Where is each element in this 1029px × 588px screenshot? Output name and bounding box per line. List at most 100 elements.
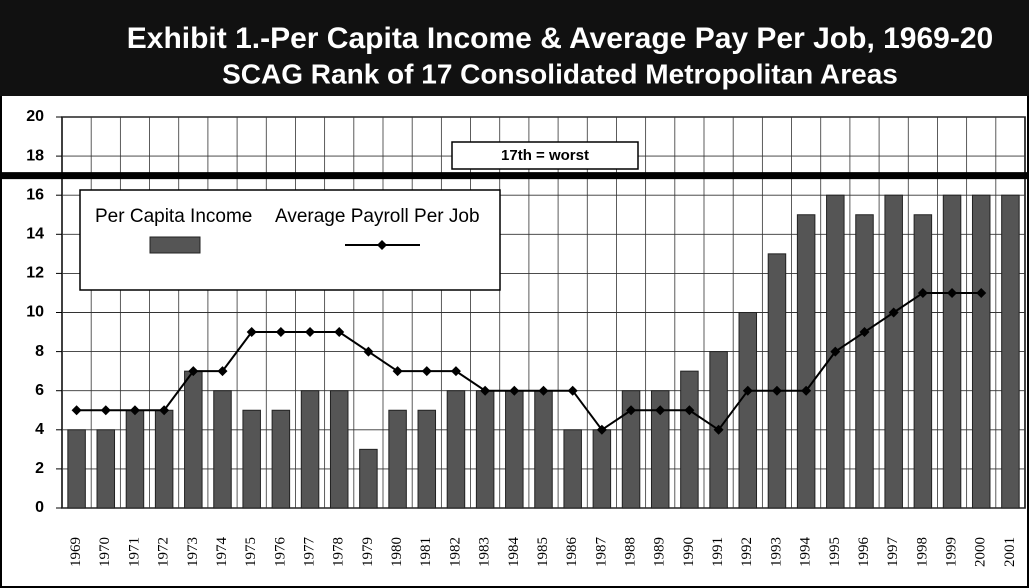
legend <box>79 189 501 291</box>
marker <box>363 346 374 357</box>
marker <box>684 405 695 416</box>
bar <box>271 409 291 509</box>
marker <box>771 385 782 396</box>
marker <box>888 307 899 318</box>
marker <box>421 366 432 377</box>
x-tick-label: 1981 <box>418 537 434 567</box>
marker <box>392 366 403 377</box>
marker <box>480 385 491 396</box>
legend-swatch <box>149 236 201 254</box>
line <box>76 291 982 432</box>
marker <box>801 385 812 396</box>
bar <box>534 390 553 509</box>
x-tick-label: 1989 <box>652 537 668 567</box>
bar <box>738 312 758 509</box>
x-tick-label: 1985 <box>535 537 551 567</box>
y-tick-label: 10 <box>26 304 44 321</box>
legend-label: Per Capita Income <box>95 206 252 227</box>
marker <box>567 385 578 396</box>
y-tick-label: 20 <box>26 108 44 125</box>
marker <box>742 385 753 396</box>
bar <box>884 194 903 509</box>
legend-marker <box>377 240 387 250</box>
x-tick-label: 1977 <box>301 537 317 568</box>
marker <box>100 405 111 416</box>
annotation: 17th = worst <box>501 147 589 164</box>
x-tick-label: 1991 <box>710 537 726 567</box>
y-tick-label: 12 <box>26 265 44 282</box>
marker <box>626 405 637 416</box>
bar <box>125 409 145 509</box>
y-tick-label: 4 <box>35 421 44 438</box>
x-tick-label: 2000 <box>973 537 989 567</box>
bar <box>913 214 933 509</box>
marker <box>947 287 958 298</box>
marker <box>334 327 345 338</box>
bar <box>329 390 349 509</box>
bar <box>1001 194 1020 509</box>
marker <box>71 405 82 416</box>
x-tick-label: 1994 <box>798 537 814 568</box>
x-tick-label: 1976 <box>272 537 288 568</box>
marker <box>713 424 724 435</box>
marker <box>159 405 170 416</box>
y-tick-label: 16 <box>26 186 44 203</box>
x-tick-label: 1999 <box>943 537 959 567</box>
x-tick-label: 2001 <box>1002 537 1018 567</box>
bar <box>446 390 466 509</box>
x-tick-label: 1974 <box>214 537 230 568</box>
bar <box>971 194 991 509</box>
marker <box>188 366 199 377</box>
x-tick-label: 1983 <box>477 537 493 567</box>
marker <box>450 366 461 377</box>
marker <box>976 287 987 298</box>
y-tick-label: 6 <box>35 382 44 399</box>
bar <box>767 253 787 509</box>
marker <box>596 424 607 435</box>
marker <box>305 327 316 338</box>
marker <box>655 405 666 416</box>
bar <box>417 409 437 509</box>
marker <box>830 346 841 357</box>
bar <box>650 390 670 509</box>
marker <box>275 327 286 338</box>
x-tick-label: 1973 <box>185 537 201 567</box>
x-tick-label: 1998 <box>914 537 930 567</box>
x-tick-label: 1990 <box>681 537 697 567</box>
bar <box>796 214 816 509</box>
bar <box>96 429 116 509</box>
bar <box>242 409 261 509</box>
bar <box>475 390 495 509</box>
bar <box>942 194 962 509</box>
x-tick-label: 1995 <box>827 537 843 567</box>
y-tick-label: 18 <box>26 147 44 164</box>
x-tick-label: 1986 <box>564 537 580 568</box>
x-tick-label: 1970 <box>97 537 113 567</box>
title-band <box>0 0 1029 96</box>
marker <box>246 327 257 338</box>
x-tick-label: 1975 <box>243 537 259 567</box>
y-tick-label: 8 <box>35 343 44 360</box>
x-tick-label: 1979 <box>360 537 376 567</box>
bar <box>592 429 612 509</box>
x-tick-label: 1971 <box>126 537 142 567</box>
bar <box>300 390 320 509</box>
bar <box>213 390 232 509</box>
chart-subtitle: SCAG Rank of 17 Consolidated Metropolita… <box>222 58 898 89</box>
x-tick-label: 1996 <box>856 537 872 568</box>
legend-label: Average Payroll Per Job <box>275 206 480 227</box>
x-tick-label: 1980 <box>389 537 405 567</box>
marker <box>509 385 520 396</box>
y-tick-label: 2 <box>35 460 44 477</box>
x-tick-label: 1972 <box>156 537 172 567</box>
bar <box>505 390 524 509</box>
x-tick-label: 1997 <box>885 537 901 568</box>
x-tick-label: 1987 <box>593 537 609 568</box>
bar <box>359 448 378 509</box>
marker <box>917 287 928 298</box>
chart-title: Exhibit 1.-Per Capita Income & Average P… <box>127 22 993 55</box>
x-tick-label: 1992 <box>739 537 755 567</box>
bar <box>855 214 874 509</box>
x-tick-label: 1984 <box>506 537 522 568</box>
